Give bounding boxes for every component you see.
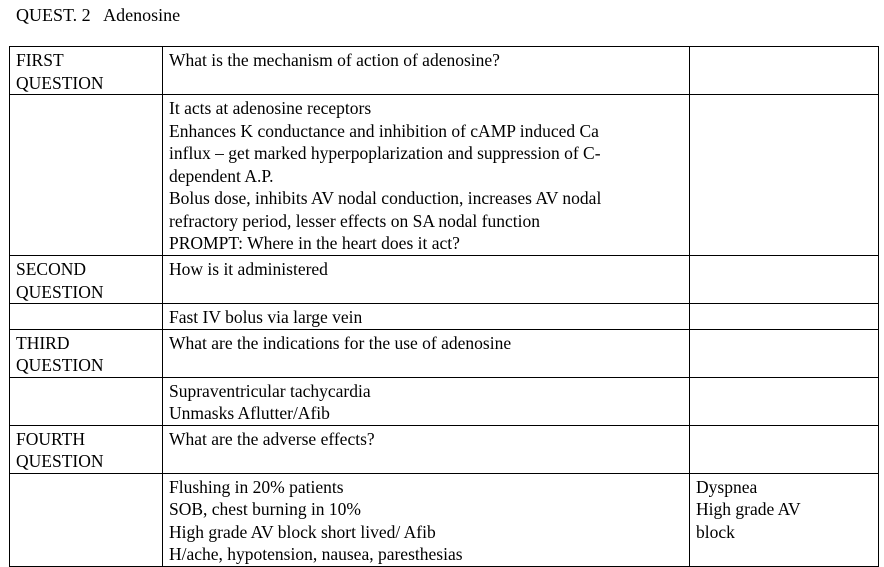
- document-title: QUEST. 2 Adenosine: [16, 5, 181, 25]
- question-label-line: FIRST: [16, 50, 64, 70]
- question-label-cell: FOURTH QUESTION: [9, 424, 163, 474]
- question-label-cell: [9, 94, 163, 256]
- question-text: What are the indications for the use of …: [169, 332, 512, 353]
- answer-line: refractory period, lesser effects on SA …: [169, 210, 540, 231]
- answer-line: Unmasks Aflutter/Afib: [169, 403, 330, 423]
- answer-cell: It acts at adenosine receptors Enhances …: [162, 94, 690, 256]
- question-text-cell: What are the adverse effects?: [162, 424, 690, 474]
- question-label-line: FOURTH: [16, 428, 85, 449]
- answer-line: Fast IV bolus via large vein: [169, 307, 363, 327]
- question-text: How is it administered: [169, 259, 328, 279]
- notes-cell: [689, 328, 879, 378]
- answer-line: H/ache, hypotension, nausea, paresthesia…: [169, 544, 463, 564]
- question-label-cell: FIRST QUESTION: [9, 46, 163, 95]
- answer-line: Flushing in 20% patients: [169, 476, 344, 497]
- notes-cell: [689, 46, 879, 95]
- answer-line: High grade AV block short lived/ Afib: [169, 521, 436, 542]
- answer-line: Supraventricular tachycardia: [169, 380, 371, 401]
- question-text: What is the mechanism of action of adeno…: [169, 50, 500, 70]
- table-row: FOURTH QUESTION What are the adverse eff…: [9, 424, 879, 474]
- note-line: High grade AV: [696, 499, 801, 519]
- answer-cell: Flushing in 20% patients SOB, chest burn…: [162, 472, 690, 567]
- question-label-line: QUESTION: [16, 355, 104, 375]
- table-row: THIRD QUESTION What are the indications …: [9, 328, 879, 378]
- question-label-line: QUESTION: [16, 281, 104, 302]
- question-label-cell: [9, 303, 163, 330]
- note-line: Dyspnea: [696, 476, 758, 497]
- question-label-cell: SECOND QUESTION: [9, 255, 163, 304]
- answer-cell: Fast IV bolus via large vein: [162, 303, 690, 330]
- answer-line: dependent A.P.: [169, 165, 274, 186]
- table-row: SECOND QUESTION How is it administered: [9, 255, 879, 304]
- table-row: Flushing in 20% patients SOB, chest burn…: [9, 472, 879, 567]
- answer-line: Enhances K conductance and inhibition of…: [169, 120, 599, 141]
- question-label-cell: THIRD QUESTION: [9, 328, 163, 378]
- table-row: Supraventricular tachycardia Unmasks Afl…: [9, 376, 879, 426]
- question-label-line: THIRD: [16, 332, 70, 353]
- notes-cell: [689, 424, 879, 474]
- answer-line: Bolus dose, inhibits AV nodal conduction…: [169, 188, 602, 208]
- question-text: What are the adverse effects?: [169, 428, 375, 449]
- table-row: FIRST QUESTION What is the mechanism of …: [9, 46, 879, 95]
- question-label-line: SECOND: [16, 259, 87, 279]
- question-table: FIRST QUESTION What is the mechanism of …: [9, 46, 879, 567]
- question-text-cell: What is the mechanism of action of adeno…: [162, 46, 690, 95]
- question-label-cell: [9, 376, 163, 426]
- answer-line: SOB, chest burning in 10%: [169, 499, 362, 519]
- question-label-line: QUESTION: [16, 451, 104, 471]
- question-text-cell: What are the indications for the use of …: [162, 328, 690, 378]
- notes-cell: [689, 303, 879, 330]
- note-line: block: [696, 521, 735, 542]
- table-row: It acts at adenosine receptors Enhances …: [9, 94, 879, 256]
- question-label-line: QUESTION: [16, 72, 104, 93]
- answer-line: PROMPT: Where in the heart does it act?: [169, 233, 460, 253]
- notes-cell: [689, 255, 879, 304]
- notes-cell: Dyspnea High grade AV block: [689, 472, 879, 567]
- notes-cell: [689, 94, 879, 256]
- notes-cell: [689, 376, 879, 426]
- answer-line: influx – get marked hyperpoplarization a…: [169, 143, 601, 163]
- question-label-cell: [9, 472, 163, 567]
- table-row: Fast IV bolus via large vein: [9, 303, 879, 330]
- question-text-cell: How is it administered: [162, 255, 690, 304]
- answer-line: It acts at adenosine receptors: [169, 98, 372, 118]
- answer-cell: Supraventricular tachycardia Unmasks Afl…: [162, 376, 690, 426]
